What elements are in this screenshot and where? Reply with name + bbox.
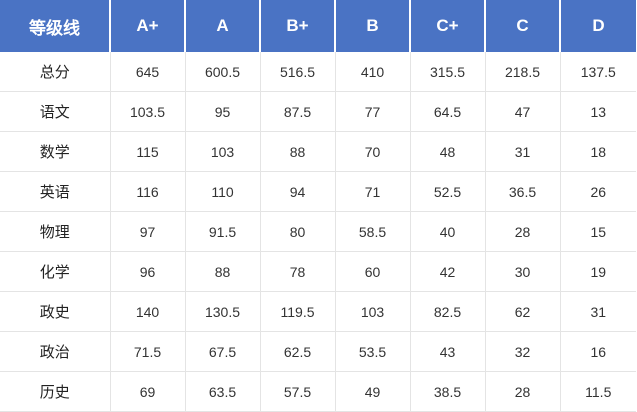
score-cell: 63.5 [185,371,261,412]
score-cell: 410 [335,52,411,92]
score-cell: 70 [335,131,411,172]
score-cell: 11.5 [560,371,636,412]
score-cell: 48 [410,131,486,172]
score-cell: 78 [260,251,336,292]
score-cell: 137.5 [560,52,636,92]
table-row: 政治 71.5 67.5 62.5 53.5 43 32 16 [0,331,636,372]
score-cell: 71.5 [110,331,186,372]
score-cell: 30 [485,251,561,292]
score-cell: 103 [335,291,411,332]
subject-cell: 政治 [0,331,111,372]
score-cell: 218.5 [485,52,561,92]
score-cell: 62.5 [260,331,336,372]
header-row: 等级线 A+ A B+ B C+ C D [0,0,636,52]
table-header: 等级线 A+ A B+ B C+ C D [0,0,636,52]
score-cell: 40 [410,211,486,252]
score-cell: 87.5 [260,91,336,132]
score-cell: 19 [560,251,636,292]
subject-cell: 语文 [0,91,111,132]
subject-cell: 政史 [0,291,111,332]
score-cell: 64.5 [410,91,486,132]
table-body: 总分 645 600.5 516.5 410 315.5 218.5 137.5 语文 103.5… [0,52,636,412]
score-cell: 31 [485,131,561,172]
score-cell: 38.5 [410,371,486,412]
subject-cell: 物理 [0,211,111,252]
score-cell: 28 [485,371,561,412]
score-cell: 53.5 [335,331,411,372]
score-cell: 31 [560,291,636,332]
score-cell: 71 [335,171,411,212]
score-cell: 77 [335,91,411,132]
score-cell: 32 [485,331,561,372]
table-row: 化学 96 88 78 60 42 30 19 [0,251,636,292]
score-cell: 69 [110,371,186,412]
score-cell: 26 [560,171,636,212]
score-cell: 119.5 [260,291,336,332]
score-cell: 57.5 [260,371,336,412]
score-cell: 42 [410,251,486,292]
score-cell: 47 [485,91,561,132]
score-cell: 130.5 [185,291,261,332]
grade-header: B [335,0,411,52]
table-row: 历史 69 63.5 57.5 49 38.5 28 11.5 [0,371,636,412]
score-cell: 103.5 [110,91,186,132]
score-cell: 80 [260,211,336,252]
score-cell: 88 [185,251,261,292]
score-cell: 516.5 [260,52,336,92]
table-row: 数学 115 103 88 70 48 31 18 [0,131,636,172]
score-cell: 62 [485,291,561,332]
score-cell: 103 [185,131,261,172]
score-cell: 36.5 [485,171,561,212]
score-cell: 13 [560,91,636,132]
score-cell: 52.5 [410,171,486,212]
score-cell: 95 [185,91,261,132]
grade-header: C [485,0,561,52]
subject-cell: 化学 [0,251,111,292]
score-cell: 43 [410,331,486,372]
subject-cell: 英语 [0,171,111,212]
score-cell: 60 [335,251,411,292]
score-cell: 88 [260,131,336,172]
score-cell: 110 [185,171,261,212]
score-cell: 91.5 [185,211,261,252]
score-cell: 67.5 [185,331,261,372]
score-cell: 116 [110,171,186,212]
score-cell: 94 [260,171,336,212]
table-row: 总分 645 600.5 516.5 410 315.5 218.5 137.5 [0,52,636,92]
table-row: 英语 116 110 94 71 52.5 36.5 26 [0,171,636,212]
score-cell: 15 [560,211,636,252]
subject-cell: 总分 [0,52,111,92]
score-cell: 49 [335,371,411,412]
subject-cell: 数学 [0,131,111,172]
score-cell: 600.5 [185,52,261,92]
score-cell: 315.5 [410,52,486,92]
score-cell: 140 [110,291,186,332]
score-cell: 645 [110,52,186,92]
grade-header: C+ [410,0,486,52]
table-row: 物理 97 91.5 80 58.5 40 28 15 [0,211,636,252]
score-cell: 28 [485,211,561,252]
grade-header: A [185,0,261,52]
score-cell: 18 [560,131,636,172]
score-cell: 58.5 [335,211,411,252]
grade-header: B+ [260,0,336,52]
score-cell: 96 [110,251,186,292]
grade-header: A+ [110,0,186,52]
score-cell: 97 [110,211,186,252]
table-row: 政史 140 130.5 119.5 103 82.5 62 31 [0,291,636,332]
score-cell: 115 [110,131,186,172]
grade-header: D [560,0,636,52]
score-cell: 82.5 [410,291,486,332]
table-row: 语文 103.5 95 87.5 77 64.5 47 13 [0,91,636,132]
subject-cell: 历史 [0,371,111,412]
corner-header: 等级线 [0,0,111,52]
score-cell: 16 [560,331,636,372]
